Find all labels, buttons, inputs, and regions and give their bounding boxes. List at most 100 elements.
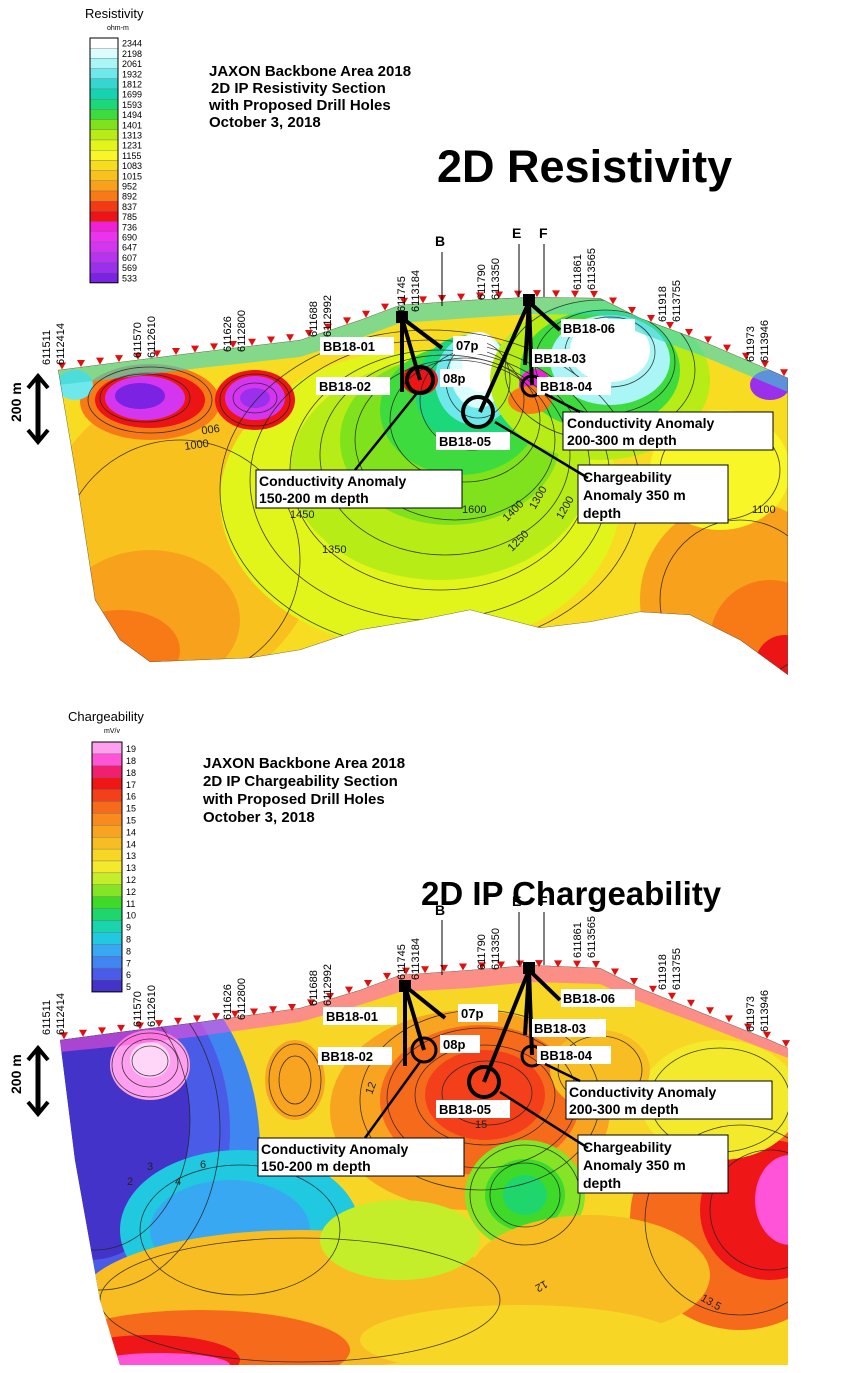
res-coord-northing-4: 6112992 [322,295,334,337]
chargeability-scale-value: 15 [126,804,136,814]
chargeability-electrode-marker [117,1024,125,1032]
chargeability-scale-swatch [91,789,123,802]
chargeability-legend-title: Chargeability [68,709,144,724]
resistivity-scale-value: 569 [122,263,137,273]
resistivity-electrode-marker [495,291,503,299]
chargeability-scale-value: 13 [126,863,136,873]
res-coord-northing-1: 6112414 [55,323,67,365]
resistivity-electrode-marker [305,330,313,337]
chg-coord-northing-9: 6113946 [759,990,771,1032]
resistivity-depth-label: 200 m [8,382,24,422]
resistivity-contour-label-1450: 1450 [290,509,314,521]
chargeability-coordinates: 611511 6112414 611570 6112610 611626 611… [41,916,771,1035]
resistivity-contour-label-900: 900 [201,421,221,435]
resistivity-electrode-marker [362,310,370,318]
chargeability-electrode-marker [497,961,505,969]
chargeability-electrode-marker [440,964,448,972]
chg-charge-anomaly-line-2: Anomaly 350 m [583,1157,686,1173]
resistivity-scale-value: 2198 [122,49,142,59]
resistivity-scale-swatch [89,211,119,222]
chargeability-title-line-2: 2D IP Chargeability Section [203,773,398,790]
chargeability-scale-value: 19 [126,744,136,754]
resistivity-electrode-marker [286,334,294,342]
resistivity-scale-value: 1401 [122,120,142,130]
resistivity-contour-label-1000: 1000 [184,438,210,453]
res-coord-easting-8: 611918 [657,286,669,322]
resistivity-electrode-marker [666,322,674,329]
chg-coord-northing-1: 6112414 [55,993,67,1035]
resistivity-electrode-marker [780,369,788,377]
resistivity-scale-swatch [89,252,119,263]
chargeability-scale-swatch [91,872,123,885]
chargeability-scale-swatch [91,801,123,814]
chargeability-scale-swatch [91,837,123,850]
chargeability-electrode-marker [649,985,657,993]
resistivity-contour-label-1100: 1100 [752,504,776,516]
chargeability-scale-swatch [91,920,123,933]
resistivity-electrode-marker [153,350,161,358]
resistivity-scale-swatch [89,109,119,120]
res-hole-bb18-05: BB18-05 [439,434,491,449]
chargeability-scale-value: 11 [126,899,135,909]
chargeability-electrode-marker [459,963,467,971]
resistivity-electrode-marker [628,307,636,314]
resistivity-scale-value: 1155 [122,151,141,161]
resistivity-title-line-2: 2D IP Resistivity Section [211,80,386,97]
resistivity-electrode-marker [685,328,693,336]
chargeability-scale-swatch [91,813,123,826]
resistivity-scale-value: 736 [122,222,137,232]
resistivity-scale-border [89,37,119,284]
resistivity-electrode-marker [324,323,332,331]
res-section-letter-e: E [512,225,521,241]
chargeability-electrode-marker [98,1027,106,1035]
resistivity-electrode-marker [419,296,427,304]
chargeability-scale-swatch [91,753,123,766]
chargeability-scale-value: 10 [126,911,136,921]
resistivity-scale-swatch [89,272,119,283]
resistivity-electrode-marker [343,317,351,325]
chg-charge-anomaly-line-3: depth [583,1175,621,1191]
resistivity-electrodes [58,290,788,377]
chg-coord-northing-2: 6112610 [146,985,158,1027]
chargeability-title-line-4: October 3, 2018 [203,809,315,826]
resistivity-scale-value: 607 [122,253,137,263]
resistivity-electrode-marker [609,297,617,305]
chg-section-letter-e: E [512,893,521,909]
chargeability-depth-scale: 200 m [8,1044,50,1118]
chg-hole-bb18-02: BB18-02 [321,1049,373,1064]
chargeability-scale-border [91,741,123,993]
resistivity-big-title: 2D Resistivity [437,141,732,192]
chargeability-electrode-marker [516,960,524,968]
resistivity-scale-swatch [89,241,119,253]
chargeability-hole-labels: BB18-01 BB18-02 07p 08p BB18-05 BB18-03 … [318,989,635,1118]
chg-coord-easting-7: 611861 [572,922,584,958]
resistivity-color-scale: 2344219820611932181216991593149414011313… [89,37,142,284]
chg-section-letter-f: F [539,893,548,909]
chargeability-scale-swatch [91,765,123,778]
resistivity-electrode-marker [704,336,712,344]
chg-cond-anomaly-a-line-2: 200-300 m depth [569,1101,679,1117]
resistivity-scale-swatch [89,190,119,202]
chargeability-scale-swatch [91,884,123,897]
res-coord-easting-6: 611790 [476,264,488,300]
chargeability-electrode-marker [212,1013,220,1021]
chargeability-scale-swatch [91,896,123,909]
chargeability-section: 9 15 12 2 3 4 6 12 13.5 200 m 611511 611… [8,893,790,1365]
resistivity-scale-value: 892 [122,192,137,202]
resistivity-electrode-marker [172,348,180,355]
res-charge-anomaly-line-3: depth [583,505,621,521]
resistivity-electrode-marker [210,343,218,351]
resistivity-scale-swatch [89,262,119,273]
chargeability-electrode-marker [687,999,695,1007]
res-coord-easting-1: 611511 [41,330,53,365]
resistivity-electrode-marker [514,290,522,298]
resistivity-scale-swatch [89,48,119,59]
chg-coord-easting-8: 611918 [657,954,669,990]
resistivity-electrode-marker [400,297,408,305]
chargeability-electrode-marker [592,960,600,968]
chargeability-scale-value: 8 [126,946,131,956]
resistivity-scale-value: 952 [122,181,137,191]
chargeability-electrodes [60,960,790,1048]
